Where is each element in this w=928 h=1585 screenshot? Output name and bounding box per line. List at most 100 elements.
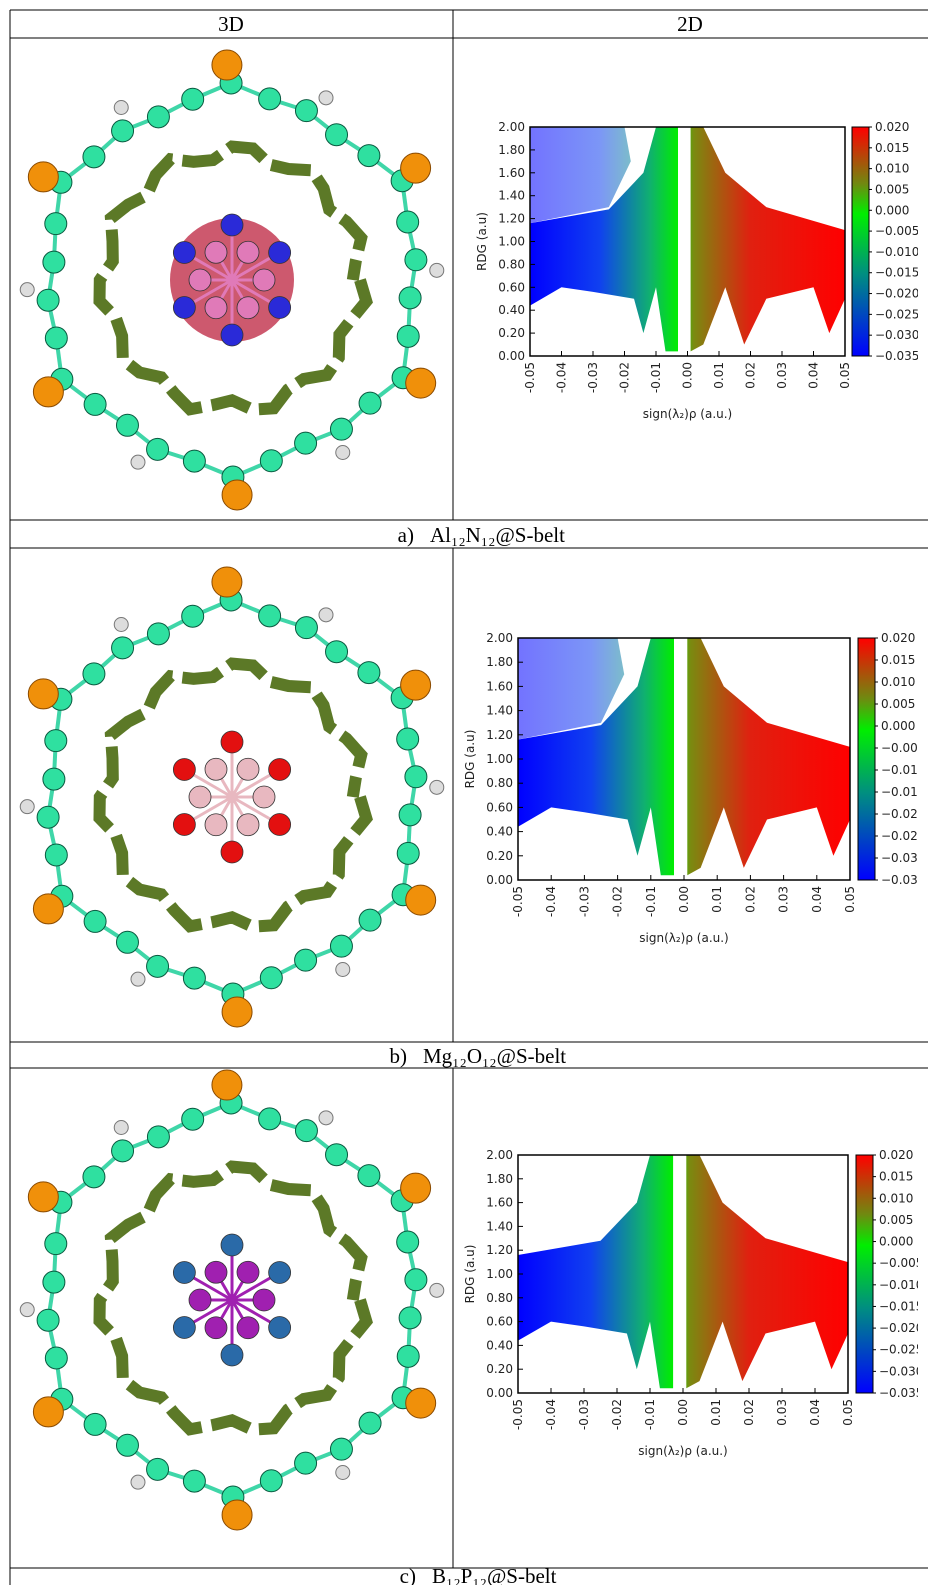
- x-axis-label: sign(λ₂)ρ (a.u.): [638, 1444, 727, 1458]
- atom: [45, 1233, 67, 1255]
- column-header: 2D: [677, 12, 703, 36]
- atom: [182, 605, 204, 627]
- atom: [205, 814, 227, 836]
- atom: [147, 1126, 169, 1148]
- hydrogen-atom: [131, 972, 145, 986]
- atom: [183, 967, 205, 989]
- sulfur-atom: [222, 480, 252, 510]
- colorbar-tick-label: −0.025: [881, 829, 925, 843]
- atom: [295, 617, 317, 639]
- atom: [83, 146, 105, 168]
- point-cloud: [518, 1155, 673, 1388]
- y-tick-label: 0.00: [486, 873, 513, 887]
- x-tick-label: 0.03: [777, 886, 791, 913]
- atom: [397, 1345, 419, 1367]
- x-tick-label: -0.03: [577, 1399, 591, 1430]
- y-tick-label: 1.60: [486, 1196, 513, 1210]
- sulfur-atom: [406, 885, 436, 915]
- y-tick-label: 1.60: [498, 166, 525, 180]
- nci-plot: 0.000.200.400.600.801.001.201.401.601.80…: [463, 631, 925, 945]
- x-tick-label: 0.02: [743, 886, 757, 913]
- atom: [45, 730, 67, 752]
- y-tick-label: 1.40: [498, 189, 525, 203]
- colorbar-tick-label: −0.015: [879, 1299, 923, 1313]
- atom: [183, 450, 205, 472]
- colorbar-tick-label: 0.000: [881, 719, 915, 733]
- colorbar-tick-label: −0.030: [875, 328, 919, 342]
- hydrogen-atom: [430, 1283, 444, 1297]
- colorbar-tick-label: −0.020: [881, 807, 925, 821]
- colorbar-tick-label: −0.020: [879, 1321, 923, 1335]
- colorbar-tick-label: −0.025: [875, 307, 919, 321]
- atom: [405, 1269, 427, 1291]
- atom: [147, 955, 169, 977]
- atom: [237, 1261, 259, 1283]
- x-tick-label: -0.03: [586, 362, 600, 393]
- y-tick-label: 1.40: [486, 704, 513, 718]
- atom: [147, 106, 169, 128]
- atom: [189, 786, 211, 808]
- y-tick-label: 0.20: [486, 1362, 513, 1376]
- atom: [147, 438, 169, 460]
- x-tick-label: -0.01: [649, 362, 663, 393]
- panel-caption: Al₁₂N₁₂@S-belt: [430, 523, 565, 547]
- x-tick-label: 0.01: [710, 886, 724, 913]
- hydrogen-atom: [20, 800, 34, 814]
- y-tick-label: 0.80: [486, 776, 513, 790]
- x-tick-label: -0.02: [611, 886, 625, 917]
- panel-label: a): [398, 523, 414, 547]
- atom: [173, 297, 195, 319]
- column-header: 3D: [218, 12, 244, 36]
- colorbar-tick-label: −0.030: [881, 851, 925, 865]
- colorbar-tick-label: 0.000: [875, 203, 909, 217]
- point-cloud: [687, 638, 850, 875]
- atom: [359, 1412, 381, 1434]
- y-tick-label: 0.00: [486, 1386, 513, 1400]
- atom: [84, 1413, 106, 1435]
- atom: [269, 759, 291, 781]
- atom: [358, 145, 380, 167]
- atom: [397, 728, 419, 750]
- y-tick-label: 0.40: [486, 1338, 513, 1352]
- atom: [259, 1108, 281, 1130]
- atom: [112, 637, 134, 659]
- colorbar-tick-label: 0.005: [881, 697, 915, 711]
- y-tick-label: 1.60: [486, 679, 513, 693]
- x-tick-label: 0.05: [843, 886, 857, 913]
- sulfur-atom: [33, 894, 63, 924]
- atom: [84, 393, 106, 415]
- x-tick-label: 0.03: [775, 362, 789, 389]
- hydrogen-atom: [20, 283, 34, 297]
- atom: [112, 120, 134, 142]
- sulfur-atom: [401, 153, 431, 183]
- x-tick-label: 0.02: [742, 1399, 756, 1426]
- y-tick-label: 0.60: [486, 1315, 513, 1329]
- y-axis-label: RDG (a.u): [463, 730, 477, 789]
- x-tick-label: 0.04: [808, 1399, 822, 1426]
- atom: [221, 841, 243, 863]
- hydrogen-atom: [336, 963, 350, 977]
- hydrogen-atom: [114, 1120, 128, 1134]
- hydrogen-atom: [131, 455, 145, 469]
- hydrogen-atom: [131, 1475, 145, 1489]
- sulfur-atom: [401, 670, 431, 700]
- colorbar: [858, 638, 875, 880]
- hydrogen-atom: [319, 91, 333, 105]
- colorbar-tick-label: 0.010: [881, 675, 915, 689]
- atom: [221, 324, 243, 346]
- y-tick-label: 1.00: [486, 1267, 513, 1281]
- atom: [112, 1140, 134, 1162]
- panel-caption: Mg₁₂O₁₂@S-belt: [423, 1044, 566, 1068]
- y-tick-label: 0.80: [486, 1291, 513, 1305]
- sulfur-atom: [406, 1388, 436, 1418]
- hydrogen-atom: [430, 780, 444, 794]
- y-axis-label: RDG (a.u): [463, 1245, 477, 1304]
- atom: [260, 967, 282, 989]
- atom: [405, 249, 427, 271]
- nci-plot: 0.000.200.400.600.801.001.201.401.601.80…: [463, 1148, 923, 1458]
- colorbar-tick-label: −0.035: [879, 1386, 923, 1400]
- x-tick-label: -0.01: [644, 886, 658, 917]
- atom: [183, 1470, 205, 1492]
- y-tick-label: 1.20: [486, 1243, 513, 1257]
- panel-caption: B₁₂P₁₂@S-belt: [432, 1564, 557, 1585]
